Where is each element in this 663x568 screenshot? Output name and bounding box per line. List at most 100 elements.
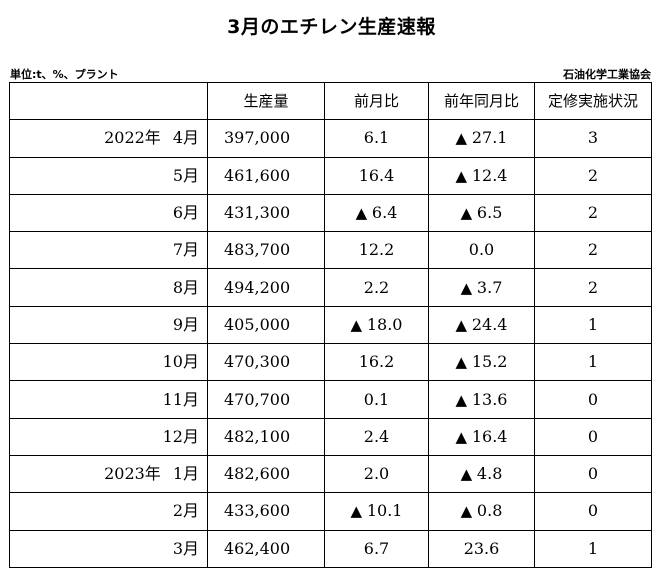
yoy-cell: 23.6 xyxy=(428,529,535,568)
table-row: 2022年 4月 397,000 6.1 ▲ 27.1 3 xyxy=(9,119,652,158)
mom-value: 6.4 xyxy=(371,203,398,223)
negative-triangle-icon: ▲ xyxy=(460,278,477,297)
header-yoy: 前年同月比 xyxy=(428,81,535,121)
negative-triangle-icon: ▲ xyxy=(455,129,472,148)
month-label: 8月 xyxy=(172,277,199,297)
period-cell: 7月 xyxy=(9,231,208,270)
maintenance-cell: 1 xyxy=(534,305,652,345)
table-row: 5月 461,600 16.4 ▲ 12.4 2 xyxy=(9,156,652,195)
period-cell: 6月 xyxy=(9,193,208,233)
maintenance-cell: 2 xyxy=(534,156,652,195)
month-label: 4月 xyxy=(172,128,199,148)
mom-value: 0.1 xyxy=(363,389,390,409)
table-row: 3月 462,400 6.7 23.6 1 xyxy=(9,529,652,568)
production-cell: 483,700 xyxy=(207,231,325,270)
period-cell: 2023年 1月 xyxy=(9,454,208,494)
negative-triangle-icon: ▲ xyxy=(350,502,367,521)
header-production: 生産量 xyxy=(207,81,325,121)
table-row: 7月 483,700 12.2 0.0 2 xyxy=(9,231,652,270)
negative-triangle-icon: ▲ xyxy=(455,427,472,446)
maintenance-cell: 1 xyxy=(534,529,652,568)
period-cell: 12月 xyxy=(9,417,208,456)
yoy-value: 6.5 xyxy=(476,203,503,223)
production-cell: 397,000 xyxy=(207,119,325,158)
month-label: 5月 xyxy=(172,165,199,185)
mom-cell: 2.0 xyxy=(324,454,429,494)
month-label: 1月 xyxy=(172,464,199,484)
yoy-cell: ▲ 16.4 xyxy=(428,417,535,456)
yoy-value: 24.4 xyxy=(471,314,508,334)
yoy-cell: ▲ 13.6 xyxy=(428,380,535,419)
mom-value: 2.2 xyxy=(363,277,390,297)
maintenance-cell: 1 xyxy=(534,343,652,382)
mom-value: 6.1 xyxy=(363,128,390,148)
mom-value: 12.2 xyxy=(358,240,395,260)
month-label: 3月 xyxy=(172,538,199,558)
yoy-cell: ▲ 0.8 xyxy=(428,492,535,531)
production-cell: 482,600 xyxy=(207,454,325,494)
mom-value: 10.1 xyxy=(366,501,403,521)
mom-value: 16.2 xyxy=(358,352,395,372)
period-cell: 2月 xyxy=(9,492,208,531)
yoy-value: 13.6 xyxy=(471,389,508,409)
ethylene-production-table: 生産量 前月比 前年同月比 定修実施状況 2022年 4月 397,000 6.1 ▲ … xyxy=(9,81,652,568)
month-label: 12月 xyxy=(162,426,199,446)
yoy-value: 3.7 xyxy=(476,277,503,297)
mom-cell: 6.1 xyxy=(324,119,429,158)
mom-cell: 16.4 xyxy=(324,156,429,195)
mom-value: 18.0 xyxy=(366,314,403,334)
table-row: 8月 494,200 2.2 ▲ 3.7 2 xyxy=(9,268,652,307)
mom-cell: 0.1 xyxy=(324,380,429,419)
mom-cell: ▲ 10.1 xyxy=(324,492,429,531)
yoy-value: 0.8 xyxy=(476,501,503,521)
table-row: 11月 470,700 0.1 ▲ 13.6 0 xyxy=(9,380,652,419)
yoy-cell: ▲ 3.7 xyxy=(428,268,535,307)
table-row: 2023年 1月 482,600 2.0 ▲ 4.8 0 xyxy=(9,454,652,494)
negative-triangle-icon: ▲ xyxy=(455,315,472,334)
yoy-cell: 0.0 xyxy=(428,231,535,270)
maintenance-cell: 2 xyxy=(534,268,652,307)
negative-triangle-icon: ▲ xyxy=(460,465,477,484)
production-cell: 462,400 xyxy=(207,529,325,568)
period-cell: 11月 xyxy=(9,380,208,419)
yoy-value: 23.6 xyxy=(463,538,500,558)
yoy-cell: ▲ 27.1 xyxy=(428,119,535,158)
mom-cell: 12.2 xyxy=(324,231,429,270)
month-label: 7月 xyxy=(172,240,199,260)
period-cell: 5月 xyxy=(9,156,208,195)
maintenance-cell: 0 xyxy=(534,454,652,494)
header-period xyxy=(9,81,208,121)
year-label: 2022年 xyxy=(104,128,161,148)
yoy-cell: ▲ 12.4 xyxy=(428,156,535,195)
month-label: 2月 xyxy=(172,501,199,521)
yoy-value: 16.4 xyxy=(471,426,508,446)
maintenance-cell: 0 xyxy=(534,380,652,419)
source-label: 石油化学工業協会 xyxy=(563,68,651,81)
mom-value: 2.4 xyxy=(363,426,390,446)
maintenance-cell: 0 xyxy=(534,417,652,456)
yoy-cell: ▲ 15.2 xyxy=(428,343,535,382)
mom-cell: 16.2 xyxy=(324,343,429,382)
yoy-value: 0.0 xyxy=(468,240,495,260)
mom-value: 16.4 xyxy=(358,165,395,185)
yoy-value: 12.4 xyxy=(471,165,508,185)
page-title: 3月のエチレン生産速報 xyxy=(227,16,436,38)
mom-cell: 2.2 xyxy=(324,268,429,307)
yoy-cell: ▲ 6.5 xyxy=(428,193,535,233)
period-cell: 3月 xyxy=(9,529,208,568)
production-cell: 433,600 xyxy=(207,492,325,531)
yoy-cell: ▲ 24.4 xyxy=(428,305,535,345)
table-row: 6月 431,300 ▲ 6.4 ▲ 6.5 2 xyxy=(9,193,652,233)
production-cell: 405,000 xyxy=(207,305,325,345)
mom-value: 6.7 xyxy=(363,538,390,558)
production-cell: 470,300 xyxy=(207,343,325,382)
table-row: 10月 470,300 16.2 ▲ 15.2 1 xyxy=(9,343,652,382)
table-row: 2月 433,600 ▲ 10.1 ▲ 0.8 0 xyxy=(9,492,652,531)
maintenance-cell: 2 xyxy=(534,231,652,270)
negative-triangle-icon: ▲ xyxy=(350,315,367,334)
negative-triangle-icon: ▲ xyxy=(455,390,472,409)
production-cell: 494,200 xyxy=(207,268,325,307)
period-cell: 2022年 4月 xyxy=(9,119,208,158)
negative-triangle-icon: ▲ xyxy=(460,204,477,223)
table-row: 9月 405,000 ▲ 18.0 ▲ 24.4 1 xyxy=(9,305,652,345)
